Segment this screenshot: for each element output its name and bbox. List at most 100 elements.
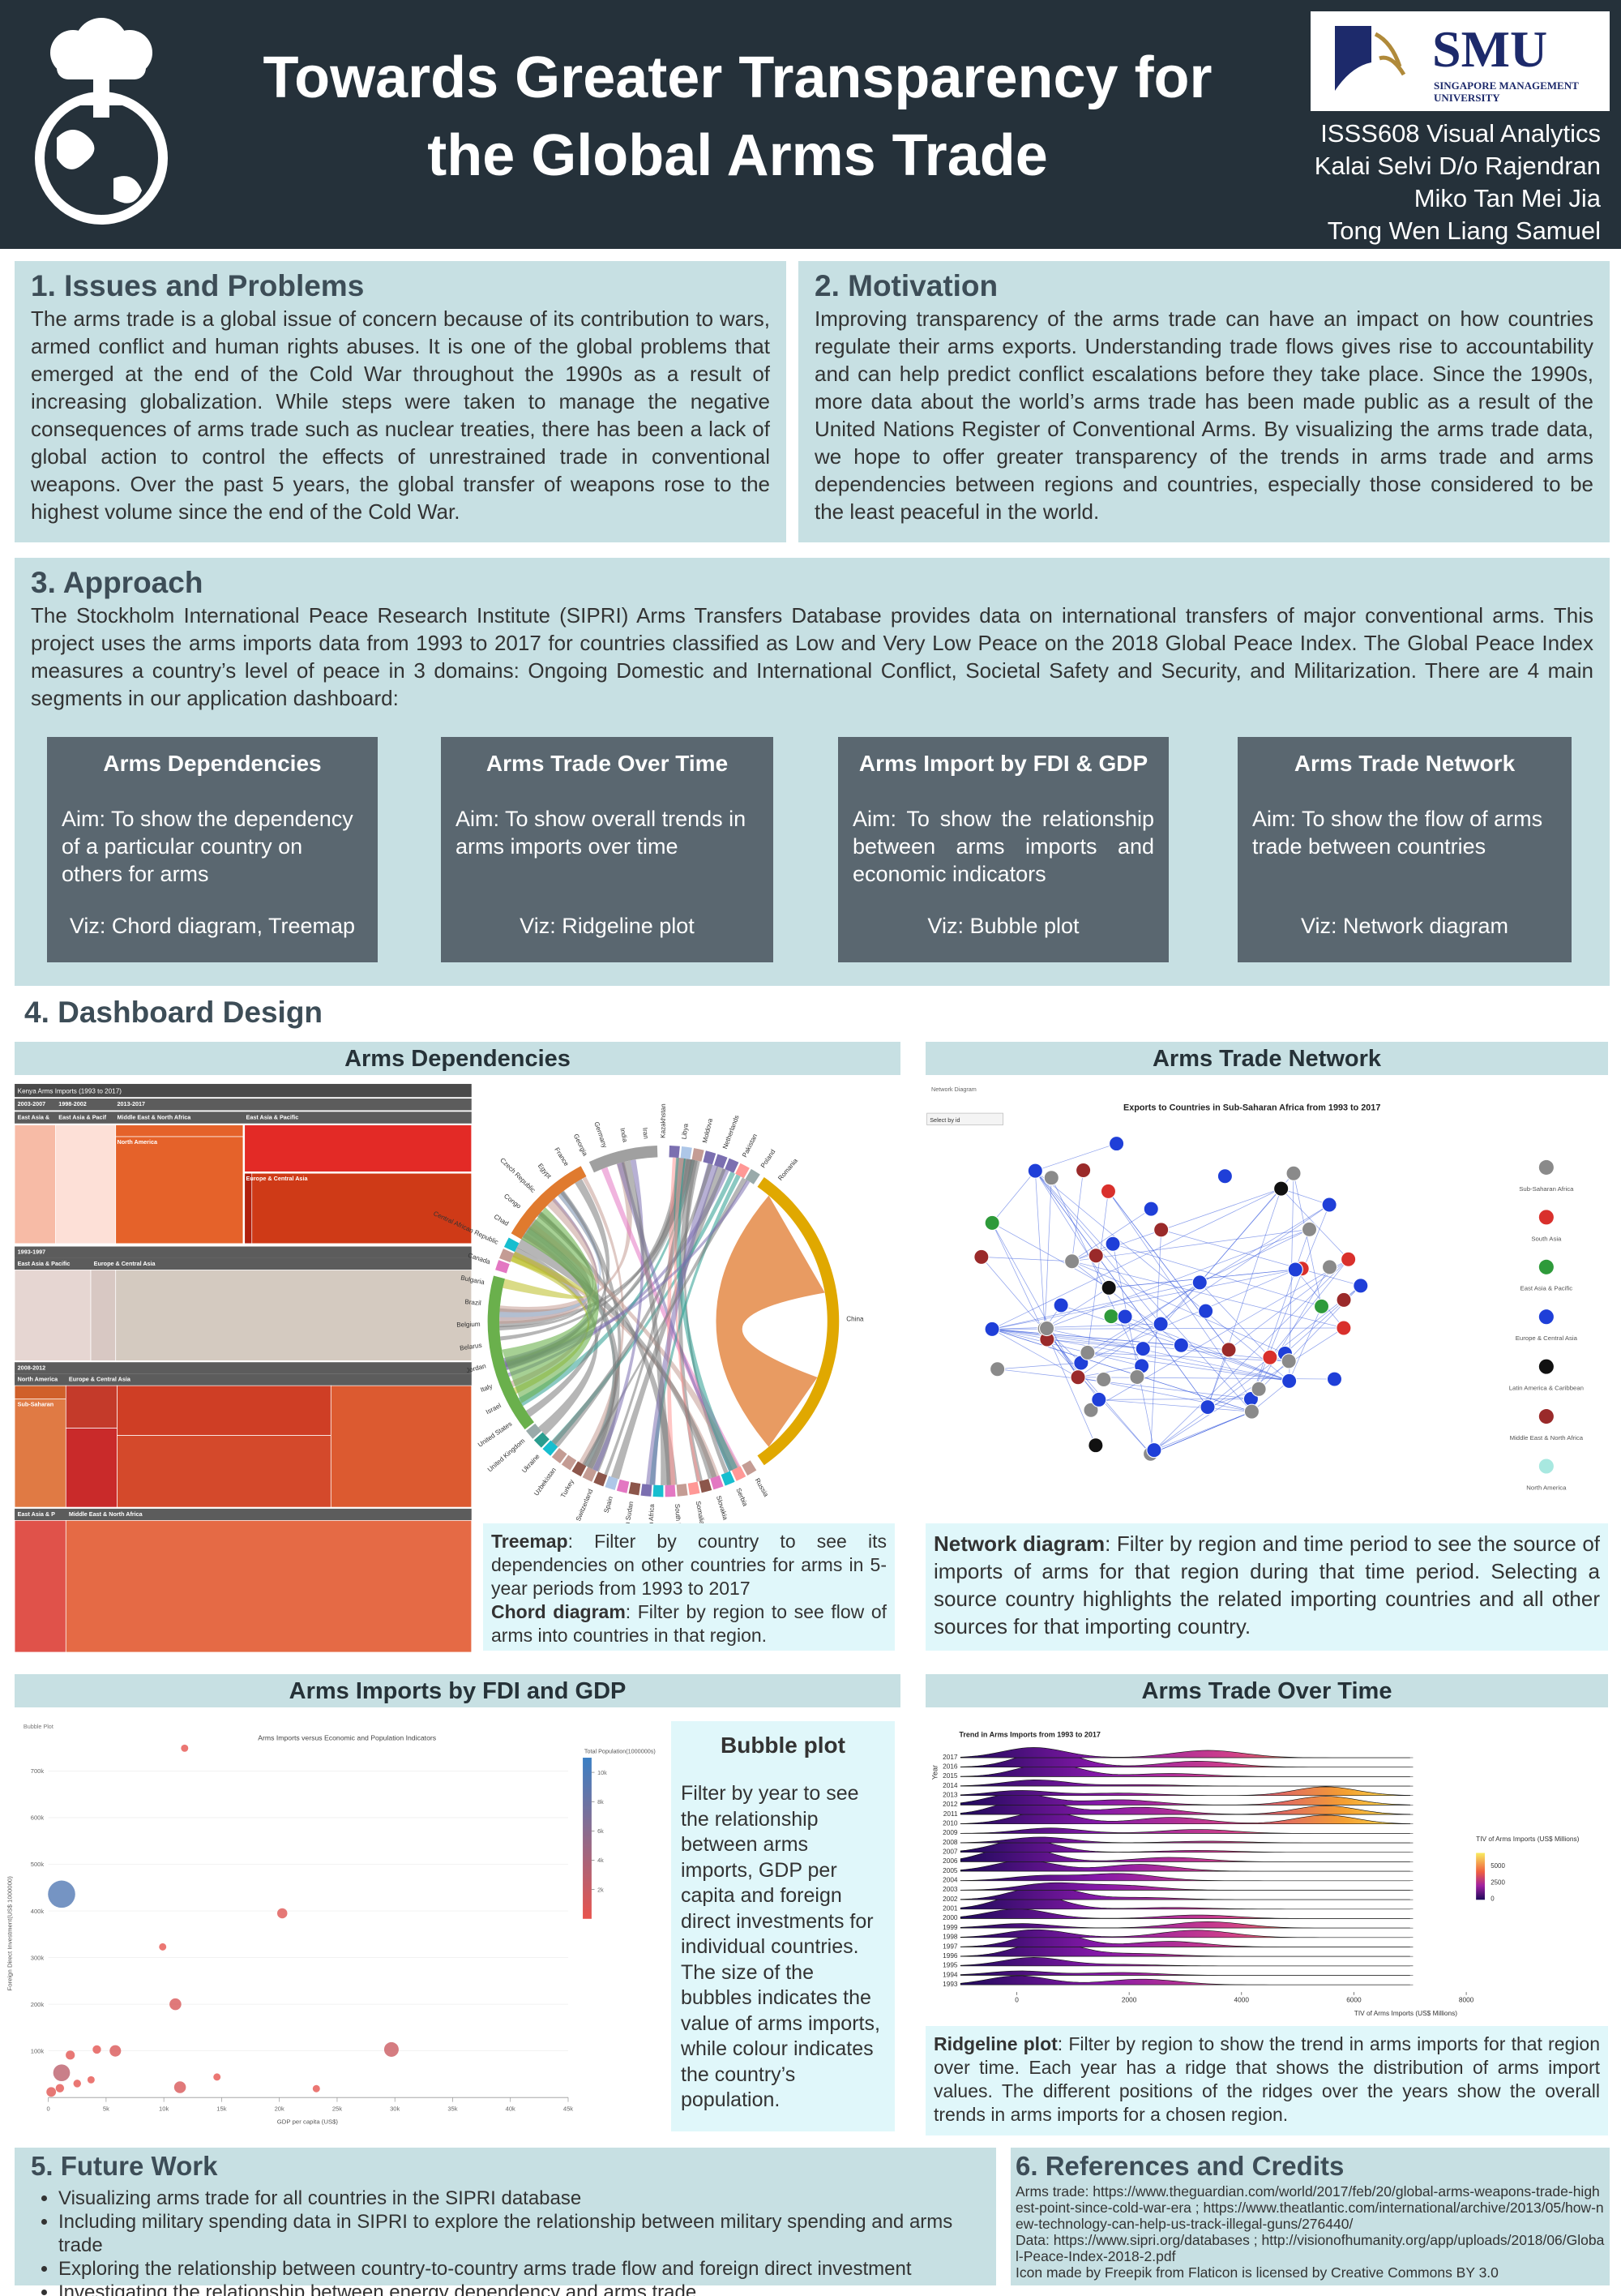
treemap-label: Europe & Central Asia [246, 1175, 309, 1182]
logo-subtitle: UNIVERSITY [1434, 92, 1500, 104]
caption-text: : Filter by region to show the trend in … [934, 2033, 1600, 2125]
chord-arc [561, 1454, 577, 1471]
treemap-cell [244, 1124, 473, 1172]
title-line: Towards Greater Transparency for [263, 45, 1213, 110]
network-link [1251, 1266, 1330, 1399]
y-tick-label: 2008 [943, 1838, 958, 1846]
network-node [1273, 1180, 1290, 1197]
network-node [1353, 1278, 1369, 1294]
chord-ribbon [617, 1162, 734, 1472]
treemap-cell [115, 1124, 244, 1137]
treemap-cell [330, 1385, 473, 1508]
network-link [1080, 1269, 1296, 1364]
network-node [1301, 1221, 1318, 1237]
network-link [1160, 1282, 1200, 1325]
image-label: Network Diagram [931, 1086, 977, 1093]
issues-section: 1. Issues and Problems The arms trade is… [15, 261, 786, 542]
y-axis-label: Year [930, 1765, 939, 1780]
caption: Ridgeline plot: Filter by region to show… [926, 2026, 1608, 2135]
network-link [1035, 1170, 1290, 1381]
caption: Bubble plot Filter by year to see the re… [671, 1721, 895, 2131]
legend-icon [1538, 1309, 1554, 1325]
network-node [1080, 1344, 1096, 1360]
bubble [383, 2041, 399, 2057]
segment-viz: Viz: Bubble plot [927, 914, 1080, 938]
legend-tick-label: 4k [597, 1857, 604, 1864]
chord-arc [640, 1484, 652, 1497]
caption: Network diagram: Filter by region and ti… [926, 1523, 1608, 1651]
y-tick-label: 400k [31, 1908, 45, 1915]
network-link [1044, 1177, 1052, 1329]
network-link [1251, 1381, 1290, 1412]
chord-ribbon [499, 1198, 598, 1324]
logo-name: SMU [1432, 20, 1548, 78]
network-link [1035, 1170, 1161, 1325]
chord-ribbon [592, 1159, 644, 1472]
chord-label: Brazil [464, 1298, 481, 1307]
network-link [1077, 1204, 1330, 1378]
segment-title: Arms Trade Over Time [485, 751, 729, 776]
y-tick-label: 2013 [943, 1791, 958, 1799]
network-link [991, 1188, 1281, 1330]
credit: Miko Tan Mei Jia [1414, 184, 1601, 212]
network-node [1088, 1248, 1104, 1264]
chord-arc [725, 1158, 739, 1173]
segment-viz: Viz: Network diagram [1300, 914, 1509, 938]
network-link [1200, 1229, 1310, 1283]
select-box [926, 1112, 1003, 1125]
x-tick-label: 40k [506, 2105, 515, 2112]
chord-arc [628, 1481, 641, 1496]
future-section: 5. Future Work Visualizing arms trade fo… [15, 2148, 996, 2296]
network-link [1281, 1188, 1330, 1206]
treemap-cell [65, 1519, 473, 1653]
y-tick-label: 100k [31, 2047, 45, 2054]
chord-arc [582, 1467, 597, 1482]
treemap-cell [14, 1399, 66, 1508]
treemap-label: East Asia & Pacific [18, 1260, 71, 1267]
legend-label: North America [1526, 1484, 1567, 1491]
reference: Data: https://www.sipri.org/databases ; … [1016, 2232, 1605, 2264]
network-link [1080, 1282, 1200, 1364]
treemap-label: 1993-1997 [18, 1249, 46, 1256]
network-link [1251, 1204, 1330, 1399]
credit: ISSS608 Visual Analytics [1320, 119, 1601, 148]
network-node [1336, 1320, 1352, 1336]
chord-ribbon [512, 1247, 598, 1436]
x-tick-label: 15k [216, 2105, 226, 2112]
x-axis-label: TIV of Arms Imports (US$ Millions) [1354, 2009, 1457, 2017]
chord-arc [687, 1481, 700, 1496]
treemap-cell [14, 1124, 57, 1244]
credit: Tong Wen Liang Samuel [1327, 216, 1601, 245]
caption-text: : Filter by region and time period to se… [934, 1531, 1600, 1638]
chord-label: China [846, 1316, 864, 1323]
caption-term: Ridgeline plot [934, 2033, 1058, 2054]
panel-title: Arms Dependencies [15, 1042, 900, 1075]
network-node [1198, 1303, 1214, 1319]
network-link [1269, 1258, 1349, 1358]
network-node [1281, 1353, 1297, 1369]
network-link [1153, 1411, 1252, 1451]
chord-label: Libya [680, 1123, 689, 1140]
segment-title: Arms Import by FDI & GDP [858, 751, 1148, 776]
chord-arc [745, 1168, 760, 1184]
caption-text: Filter by year to see the relationship b… [681, 1782, 880, 2111]
legend-label: Europe & Central Asia [1516, 1334, 1578, 1342]
panel-title: Arms Trade Over Time [926, 1674, 1608, 1707]
treemap-header [15, 1112, 472, 1124]
network-node [1262, 1349, 1278, 1365]
x-tick-label: 30k [390, 2105, 400, 2112]
motivation-section: 2. Motivation Improving transparency of … [798, 261, 1610, 542]
treemap-cell [117, 1385, 331, 1436]
treemap-cell [55, 1124, 117, 1244]
treemap-label: East Asia & P [18, 1510, 55, 1518]
bubble [87, 2075, 95, 2084]
credit: Kalai Selvi D/o Rajendran [1314, 152, 1601, 180]
y-tick-label: 600k [31, 1814, 45, 1822]
chord-arc [593, 1471, 608, 1487]
globe-icon [35, 18, 168, 225]
network-node [1117, 1309, 1133, 1325]
caption-term: Chord diagram [491, 1601, 626, 1622]
section-body: The arms trade is a global issue of conc… [31, 306, 770, 524]
y-tick-label: 1998 [943, 1933, 958, 1941]
legend-gradient [583, 1758, 592, 1919]
